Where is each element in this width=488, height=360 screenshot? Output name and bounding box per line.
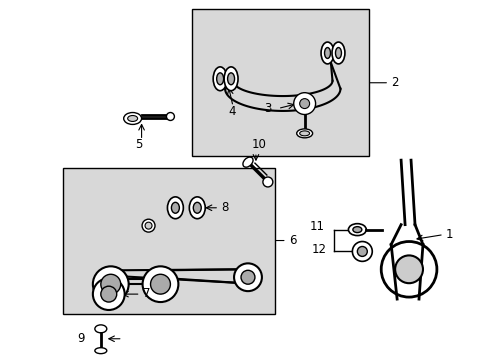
Ellipse shape (299, 131, 309, 136)
Circle shape (93, 266, 128, 302)
Text: 7: 7 (142, 287, 150, 300)
Circle shape (101, 286, 117, 302)
Ellipse shape (167, 197, 183, 219)
Text: 9: 9 (77, 332, 84, 345)
Circle shape (352, 242, 371, 261)
Circle shape (241, 270, 254, 284)
Ellipse shape (171, 202, 179, 213)
Text: 10: 10 (251, 138, 266, 151)
Circle shape (394, 255, 422, 283)
Text: 6: 6 (288, 234, 296, 247)
Ellipse shape (263, 177, 272, 187)
Ellipse shape (224, 67, 238, 91)
Text: 4: 4 (227, 104, 235, 117)
Ellipse shape (95, 348, 106, 354)
Ellipse shape (213, 67, 226, 91)
Circle shape (299, 99, 309, 109)
Ellipse shape (324, 48, 330, 58)
Text: 12: 12 (311, 243, 326, 256)
Bar (63, 168, 274, 314)
Text: 3: 3 (264, 102, 271, 114)
Ellipse shape (296, 129, 312, 138)
Ellipse shape (227, 73, 234, 85)
Circle shape (381, 242, 436, 297)
Text: 1: 1 (445, 228, 452, 240)
Ellipse shape (166, 113, 174, 121)
Ellipse shape (216, 73, 223, 85)
Ellipse shape (142, 219, 155, 232)
Circle shape (150, 274, 170, 294)
Text: 11: 11 (309, 220, 324, 233)
Ellipse shape (243, 157, 252, 167)
Bar (192, 9, 368, 156)
Ellipse shape (123, 113, 142, 125)
Circle shape (234, 264, 262, 291)
Ellipse shape (321, 42, 333, 64)
Ellipse shape (189, 197, 205, 219)
Circle shape (142, 266, 178, 302)
Ellipse shape (127, 116, 137, 121)
Ellipse shape (145, 222, 152, 229)
Ellipse shape (193, 202, 201, 213)
Circle shape (357, 247, 366, 256)
Ellipse shape (335, 48, 341, 58)
Ellipse shape (95, 325, 106, 333)
Text: 8: 8 (221, 201, 228, 214)
Ellipse shape (331, 42, 344, 64)
Ellipse shape (352, 227, 361, 233)
Circle shape (93, 278, 124, 310)
Circle shape (101, 274, 121, 294)
Text: 5: 5 (135, 138, 142, 151)
Circle shape (293, 93, 315, 114)
Text: 2: 2 (390, 76, 398, 89)
Ellipse shape (347, 224, 366, 235)
